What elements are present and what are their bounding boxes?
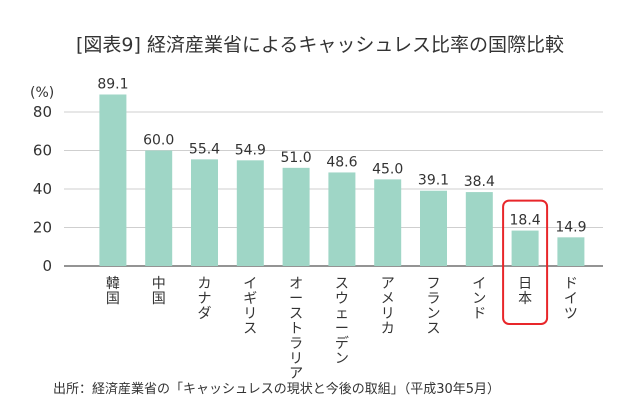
x-tick-label: 韓 [106,276,120,292]
data-label: 38.4 [464,174,495,190]
bar [145,150,173,266]
bar [557,237,585,266]
data-label: 54.9 [235,142,266,158]
y-tick-label: 0 [42,257,52,275]
data-label: 51.0 [281,150,312,166]
x-tick-label: ス [427,321,441,337]
x-tick-label: イ [564,291,578,307]
data-label: 14.9 [555,219,586,235]
y-tick-label: 60 [33,142,52,160]
x-tick-label: 本 [518,291,532,307]
bar [374,179,402,266]
bars [99,94,585,266]
x-tick-label: ラ [427,291,441,307]
data-label: 60.0 [143,133,174,149]
x-tick-label: ド [472,306,486,322]
x-tick-label: オ [289,276,303,292]
x-tick-label: イ [243,276,257,292]
data-label: 48.6 [326,154,357,170]
x-tick-label: ギ [243,291,257,307]
x-tick-label: ー [335,321,349,337]
data-label: 45.0 [372,161,403,177]
x-tick-label: ェ [335,306,349,322]
bar [420,190,447,266]
y-tick-label: 80 [33,103,52,121]
data-label: 89.1 [97,76,128,92]
x-tick-label: フ [427,276,441,292]
x-tick-label: リ [243,306,257,322]
x-tick-label: ス [289,306,303,322]
y-axis-unit: (%) [30,85,54,101]
y-tick-label: 40 [33,180,52,198]
x-tick-label: ナ [198,291,212,307]
data-label: 18.4 [510,213,541,229]
bar [191,159,218,266]
x-tick-label: ウ [335,291,349,307]
bar [465,192,493,266]
x-tick-label: 日 [518,276,532,292]
bar [282,167,310,266]
x-tick-label: リ [289,351,303,367]
x-tick-label: メ [381,291,395,307]
y-tick-label: 20 [33,219,52,237]
x-tick-label: ツ [564,306,578,322]
x-tick-label: ド [564,276,578,292]
x-tick-label: ン [335,351,349,367]
x-tick-label: ア [381,276,395,292]
x-tick-label: ダ [198,306,212,322]
bar [236,160,264,266]
x-tick-label: ー [289,291,303,307]
x-tick-label: ト [289,321,303,337]
x-tick-label: 国 [152,291,166,307]
x-tick-label: 国 [106,291,120,307]
x-tick-label: 中 [152,276,166,292]
chart-source: 出所：経済産業省の「キャッシュレスの現状と今後の取組」（平成30年5月） [53,382,501,397]
x-tick-label: デ [335,335,349,352]
x-tick-label: ン [472,291,486,307]
x-tick-label: ア [289,366,303,382]
highlight-box [502,199,549,325]
x-tick-label: ン [427,306,441,322]
x-tick-label: カ [198,276,212,292]
data-label: 55.4 [189,141,220,157]
data-label: 39.1 [418,173,449,189]
x-tick-label: ラ [289,336,303,352]
x-tick-label: カ [381,321,395,337]
x-tick-label: イ [472,276,486,292]
x-tick-label: リ [381,306,395,322]
bar [328,172,356,266]
x-tick-label: ス [335,276,349,292]
x-tick-label: ス [243,321,257,337]
bar [99,94,127,266]
chart-title: [図表9] 経済産業省によるキャッシュレス比率の国際比較 [75,34,564,56]
bar [511,230,539,266]
labels: 020406080(%)89.1韓国60.0中国55.4カナダ54.9イギリス5… [30,76,586,382]
